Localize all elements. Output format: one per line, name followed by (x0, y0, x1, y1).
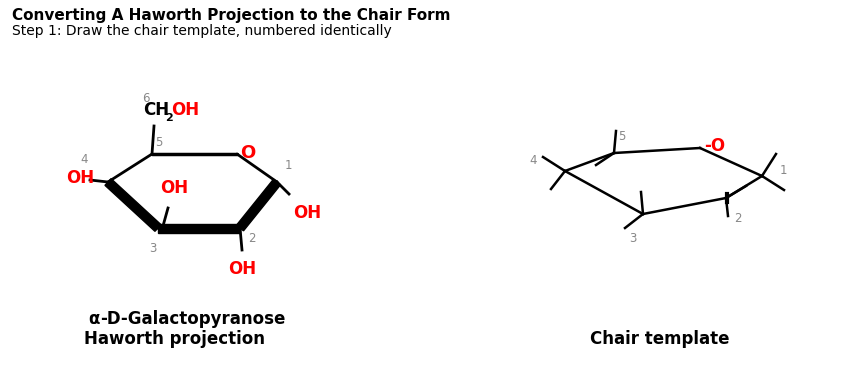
Text: 5: 5 (618, 130, 625, 143)
Text: OH: OH (160, 179, 188, 197)
Text: 4: 4 (530, 154, 537, 168)
Text: 3: 3 (150, 242, 157, 255)
Text: OH: OH (293, 204, 321, 222)
Text: 3: 3 (630, 232, 636, 245)
Text: Step 1: Draw the chair template, numbered identically: Step 1: Draw the chair template, numbere… (12, 24, 392, 38)
Text: Haworth projection: Haworth projection (84, 330, 266, 348)
Text: CH: CH (143, 101, 169, 119)
Text: α: α (88, 310, 100, 328)
Text: -O: -O (704, 137, 725, 155)
Text: 2: 2 (165, 113, 173, 123)
Text: 1: 1 (780, 164, 788, 178)
Text: 5: 5 (155, 136, 163, 149)
Text: Chair template: Chair template (590, 330, 730, 348)
Text: O: O (240, 144, 255, 162)
Text: 6: 6 (142, 92, 150, 105)
Text: 2: 2 (734, 212, 741, 225)
Polygon shape (158, 223, 240, 232)
Text: OH: OH (228, 260, 256, 278)
Text: 4: 4 (81, 153, 88, 166)
Text: 2: 2 (248, 232, 255, 245)
Text: Converting A Haworth Projection to the Chair Form: Converting A Haworth Projection to the C… (12, 8, 451, 23)
Text: OH: OH (171, 101, 200, 119)
Polygon shape (105, 179, 161, 231)
Text: OH: OH (66, 169, 94, 187)
Text: -D-Galactopyranose: -D-Galactopyranose (100, 310, 286, 328)
Polygon shape (237, 179, 280, 231)
Text: 1: 1 (285, 159, 292, 172)
